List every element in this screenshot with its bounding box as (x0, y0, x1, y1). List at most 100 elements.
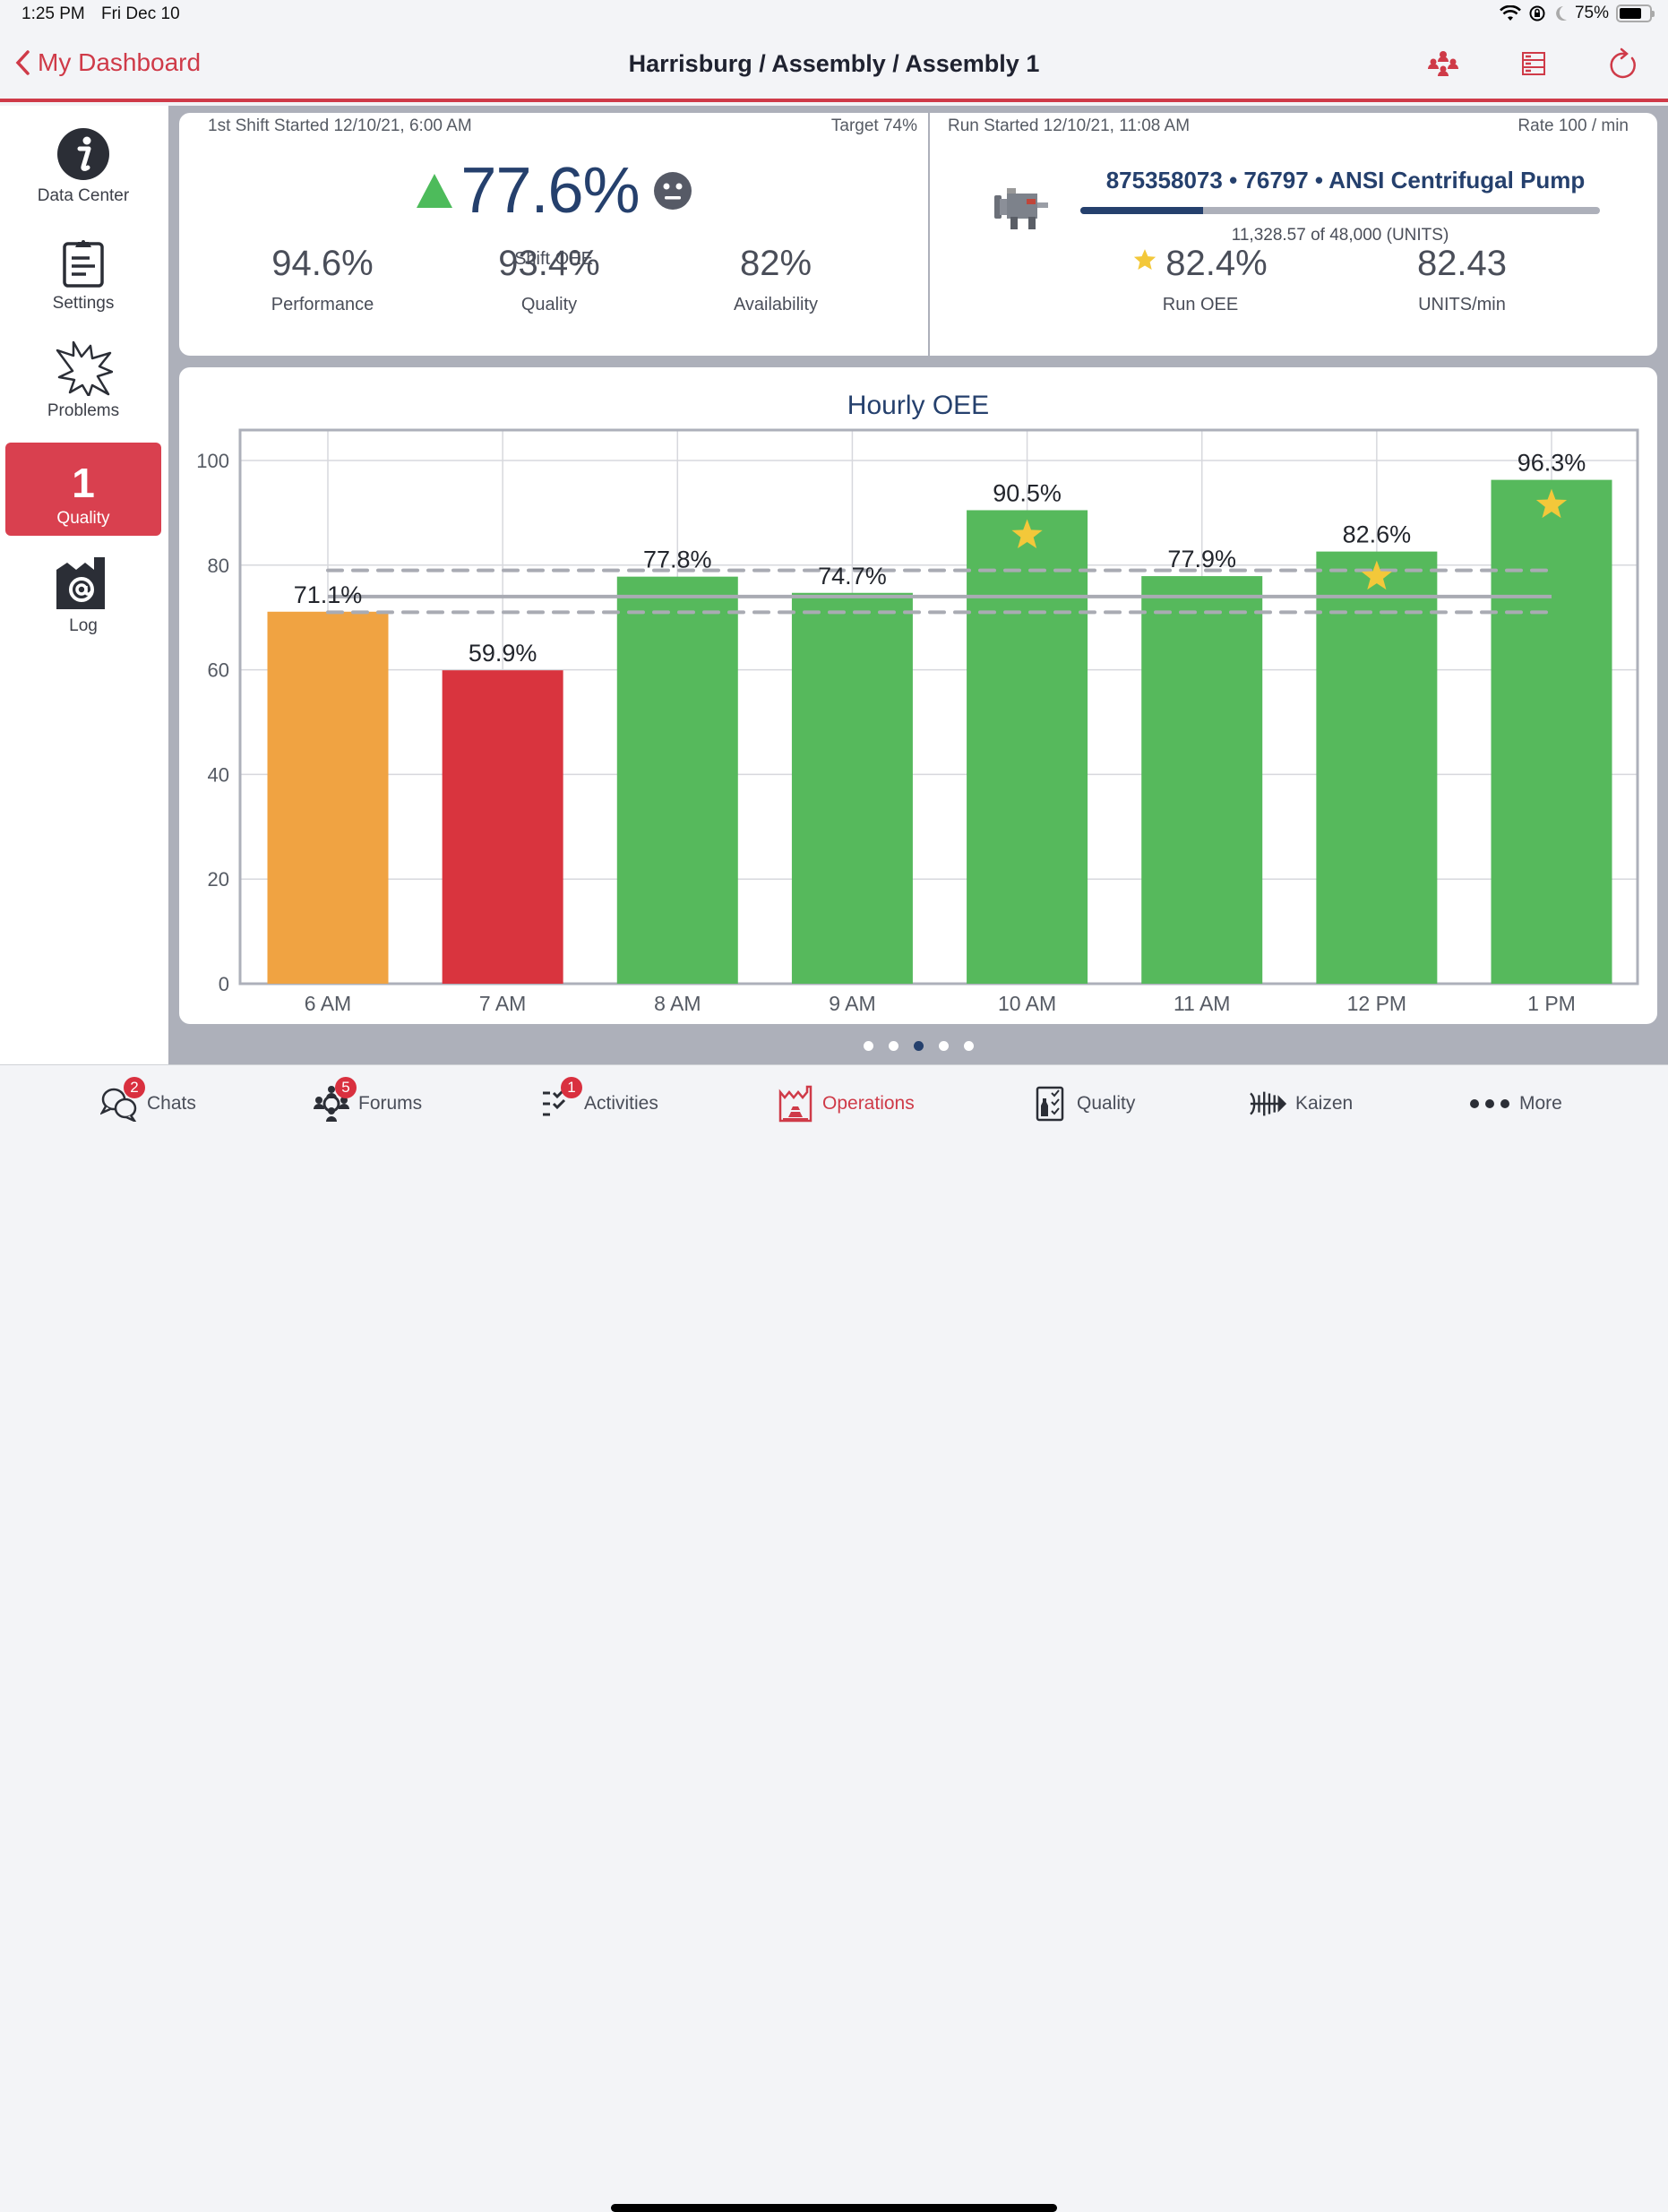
burst-icon (56, 340, 113, 396)
page-dot[interactable] (888, 1041, 898, 1051)
metric-value: 82.4% (1084, 244, 1317, 284)
sidebar-item-quality[interactable]: 1 Quality (5, 443, 161, 536)
metric-availability: 82% Availability (659, 244, 892, 315)
metric-value: 82.43 (1416, 244, 1508, 283)
run-rate: Rate 100 / min (1518, 116, 1629, 135)
kaizen-icon (1250, 1091, 1287, 1116)
back-button[interactable]: My Dashboard (14, 48, 201, 77)
tab-label: Operations (822, 1093, 915, 1114)
bar (967, 510, 1088, 984)
factory-log-icon (56, 557, 105, 609)
quality-count: 1 (72, 460, 95, 506)
page-title: Harrisburg / Assembly / Assembly 1 (628, 50, 1040, 77)
data-label: 90.5% (993, 479, 1062, 506)
y-tick-label: 20 (208, 868, 229, 891)
data-label: 74.7% (818, 563, 887, 590)
sidebar-label: Data Center (37, 186, 130, 205)
tab-label: Activities (584, 1093, 658, 1114)
metric-units-per-min: 82.43 UNITS/min (1346, 244, 1578, 315)
moon-icon (1556, 6, 1567, 21)
sidebar-item-log[interactable]: Log (5, 550, 161, 643)
run-progress-text: 11,328.57 of 48,000 (UNITS) (1231, 226, 1449, 245)
sidebar-item-data-center[interactable]: Data Center (5, 120, 161, 213)
metric-value: 94.6% (271, 244, 374, 283)
data-label: 59.9% (469, 640, 537, 667)
status-date: Fri Dec 10 (101, 4, 180, 23)
sidebar-label: Problems (47, 401, 120, 420)
neutral-face-icon (653, 172, 692, 210)
tab-label: Forums (358, 1093, 423, 1114)
bar (1141, 576, 1263, 984)
status-time: 1:25 PM (21, 4, 85, 23)
page-indicator[interactable] (168, 1041, 1668, 1051)
back-label: My Dashboard (38, 48, 202, 76)
data-label: 71.1% (294, 581, 363, 608)
metric-value: 82% (739, 244, 813, 283)
star-icon (1361, 560, 1392, 590)
chats-badge: 2 (124, 1077, 145, 1098)
y-tick-label: 100 (196, 450, 229, 472)
bar (1491, 479, 1612, 984)
tab-more[interactable]: More (1467, 1081, 1562, 1126)
shift-oee-label: Shift OEE (514, 249, 593, 269)
tab-operations[interactable]: Operations (776, 1081, 915, 1126)
sidebar-item-problems[interactable]: Problems (5, 335, 161, 428)
run-progress-bar (1080, 207, 1600, 214)
tab-bar: 2 Chats 5 Forums 1 Activities Operations… (0, 1064, 1668, 2212)
product-title[interactable]: 875358073 • 76797 • ANSI Centrifugal Pum… (1105, 167, 1586, 194)
data-label: 77.9% (1167, 546, 1236, 572)
page-dot[interactable] (913, 1041, 924, 1051)
y-tick-label: 80 (208, 555, 229, 577)
run-progress-fill (1080, 207, 1203, 214)
metric-performance: 94.6% Performance (206, 244, 439, 315)
bar (616, 576, 738, 984)
page-dot[interactable] (963, 1041, 974, 1051)
sidebar: Data Center Settings Problems 1 Quality … (0, 106, 168, 1064)
page-dot[interactable] (863, 1041, 873, 1051)
refresh-icon (1610, 47, 1636, 79)
chevron-left-icon (15, 50, 30, 75)
metric-label: UNITS/min (1418, 295, 1506, 314)
metric-label: Performance (271, 295, 374, 314)
star-icon (1011, 519, 1043, 549)
metric-label: Availability (733, 295, 819, 314)
bar (791, 592, 913, 984)
star-icon (1134, 249, 1156, 270)
bar (442, 670, 563, 984)
tab-kaizen[interactable]: Kaizen (1249, 1081, 1353, 1126)
x-tick-label: 10 AM (998, 992, 1056, 1015)
trend-up-icon (417, 174, 453, 208)
tab-chats[interactable]: 2 Chats (100, 1077, 196, 1126)
status-right: 75% (1500, 4, 1655, 23)
sidebar-label: Settings (52, 294, 115, 313)
status-bar: 1:25 PM Fri Dec 10 75% (0, 0, 1668, 27)
forums-badge: 5 (335, 1077, 357, 1098)
bar (267, 611, 389, 984)
sidebar-label: Quality (56, 509, 110, 528)
data-label: 96.3% (1518, 450, 1586, 477)
battery-percent: 75% (1574, 4, 1609, 22)
forums-icon (314, 1086, 349, 1122)
chats-icon (100, 1088, 137, 1122)
sidebar-label: Log (69, 616, 98, 635)
data-label: 77.8% (643, 547, 712, 573)
metric-quality: 93.4% Quality (433, 244, 666, 315)
page-dot[interactable] (938, 1041, 949, 1051)
tab-quality[interactable]: Quality (1030, 1081, 1135, 1126)
tab-activities[interactable]: 1 Activities (537, 1077, 658, 1126)
orientation-lock-icon (1529, 5, 1545, 22)
list-view-button[interactable] (1515, 45, 1552, 82)
home-indicator[interactable] (611, 2204, 1057, 2212)
kpi-card: 1st Shift Started 12/10/21, 6:00 AM Targ… (179, 113, 1657, 356)
refresh-button[interactable] (1605, 45, 1643, 82)
hourly-oee-card: Hourly OEE 0 20 40 60 80 100 71.1% 6 AM 59.9% 7 A… (179, 367, 1657, 1024)
sidebar-item-settings[interactable]: Settings (5, 228, 161, 321)
activities-badge: 1 (561, 1077, 582, 1098)
team-button[interactable] (1424, 45, 1462, 82)
tab-label: More (1519, 1093, 1562, 1114)
x-tick-label: 7 AM (479, 992, 526, 1015)
shift-oee-value: 77.6% (460, 155, 640, 227)
list-icon (1522, 52, 1545, 75)
team-icon (1428, 51, 1458, 76)
tab-forums[interactable]: 5 Forums (312, 1077, 423, 1126)
